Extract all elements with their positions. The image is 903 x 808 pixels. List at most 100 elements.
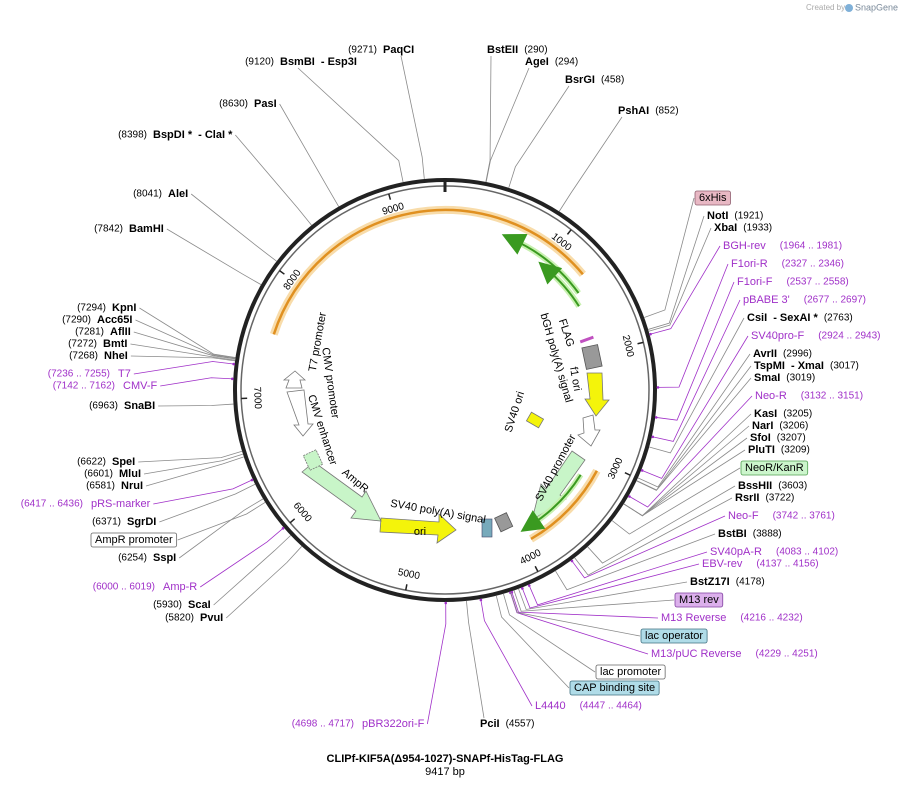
site-name: SgrDI <box>127 516 156 528</box>
site-name: ScaI <box>188 599 211 611</box>
site-name: SspI <box>153 552 176 564</box>
site-position: (5820) <box>165 613 194 624</box>
site-name: BmtI <box>103 338 127 350</box>
feature-box-label: M13 rev <box>679 594 719 606</box>
leader-line <box>508 85 570 188</box>
leader-line <box>166 228 262 285</box>
site-alt-name: - SexAI * <box>773 312 818 324</box>
feature-box-label: AmpR promoter <box>95 534 173 546</box>
leader-line <box>528 551 708 606</box>
plasmid-title: CLIPf-KIF5A(Δ954-1027)-SNAPf-HisTag-FLAG <box>327 753 564 765</box>
site-position: (6371) <box>92 517 121 528</box>
primer-name: CMV-F <box>123 380 158 392</box>
site-position: (290) <box>524 45 547 56</box>
site-name: PciI <box>480 718 500 730</box>
site-name: PshAI <box>618 105 649 117</box>
leader-line <box>143 453 244 475</box>
site-name: SpeI <box>112 456 135 468</box>
primer-site-mark <box>479 598 483 602</box>
primer-range: (2327 .. 2346) <box>782 259 844 270</box>
site-name: BstZ17I <box>690 576 730 588</box>
site-name: CsiI <box>747 312 767 324</box>
leader-line <box>574 497 733 576</box>
primer-site-mark <box>640 469 644 472</box>
feature-box <box>640 628 708 644</box>
site-name: BssHII <box>738 480 772 492</box>
primer-site-mark <box>521 587 524 590</box>
leader-line <box>133 331 236 360</box>
feature-box <box>90 532 178 548</box>
leader-line <box>587 485 736 564</box>
app-logo <box>845 4 853 12</box>
primer-range: (4229 .. 4251) <box>755 649 817 660</box>
map-tick-label: 2000 <box>620 334 636 359</box>
site-name: BsrGI <box>565 74 595 86</box>
leader-line <box>190 193 277 262</box>
leader-line <box>400 55 425 180</box>
primer-site-mark <box>570 559 574 563</box>
site-name: SfoI <box>750 432 771 444</box>
site-name: PvuI <box>200 612 223 624</box>
site-position: (852) <box>655 106 678 117</box>
site-name: AflII <box>110 326 131 338</box>
site-name: AvrII <box>753 348 777 360</box>
primer-range: (4216 .. 4232) <box>740 613 802 624</box>
site-name: MluI <box>119 468 141 480</box>
leader-line <box>158 403 234 407</box>
map-tick <box>637 341 644 345</box>
cmv-promoter-arrow <box>286 389 314 437</box>
map-tick <box>404 584 408 591</box>
site-position: (6622) <box>77 457 106 468</box>
map-tick <box>534 565 539 572</box>
leader-line <box>623 413 752 517</box>
primer-arrowhead <box>538 261 563 285</box>
primer-range: (2677 .. 2697) <box>804 295 866 306</box>
leader-line <box>648 227 712 332</box>
leader-line <box>495 595 570 689</box>
leader-line <box>636 365 752 491</box>
leader-line <box>558 116 623 212</box>
map-tick <box>279 270 285 275</box>
primer-range: (2537 .. 2558) <box>786 277 848 288</box>
leader-line <box>178 498 264 559</box>
site-name: RsrII <box>735 492 759 504</box>
map-tick <box>624 472 631 476</box>
feature-label: f1 ori <box>567 366 583 392</box>
site-name: BsmBI <box>280 56 315 68</box>
site-position: (6254) <box>118 553 147 564</box>
leader-line <box>518 581 688 610</box>
leader-line <box>511 591 659 619</box>
feature-box-label: 6xHis <box>699 192 727 204</box>
leader-line <box>279 103 340 207</box>
lac-features <box>481 518 493 538</box>
leader-line <box>656 263 729 388</box>
feature-box-label: NeoR/KanR <box>745 462 804 474</box>
site-position: (1933) <box>743 223 772 234</box>
leader-line <box>135 319 236 359</box>
site-position: (8630) <box>219 99 248 110</box>
feature-glyphs <box>233 178 657 602</box>
leader-line <box>139 307 236 358</box>
site-position: (3209) <box>781 445 810 456</box>
leader-line <box>426 601 447 725</box>
site-position: (6581) <box>86 481 115 492</box>
site-position: (3017) <box>830 361 859 372</box>
leader-line <box>555 533 716 591</box>
leader-line <box>644 197 695 318</box>
site-position: (1921) <box>734 211 763 222</box>
feature-box-label: CAP binding site <box>574 682 655 694</box>
site-position: (2763) <box>824 313 853 324</box>
map-tick-label: 3000 <box>606 456 625 481</box>
primer-name: Amp-R <box>163 581 197 593</box>
feature-arc <box>530 470 598 541</box>
leader-line <box>213 535 291 606</box>
site-name: KasI <box>754 408 777 420</box>
leader-line <box>503 593 596 673</box>
primer-name: M13/pUC Reverse <box>651 648 741 660</box>
feature-label: SV40 ori <box>503 390 527 434</box>
primer-range: (7236 .. 7255) <box>48 369 110 380</box>
primer-site-mark <box>656 386 660 389</box>
leader-line <box>133 361 235 375</box>
map-tick <box>289 518 296 524</box>
feature-box-label: lac promoter <box>600 666 661 678</box>
